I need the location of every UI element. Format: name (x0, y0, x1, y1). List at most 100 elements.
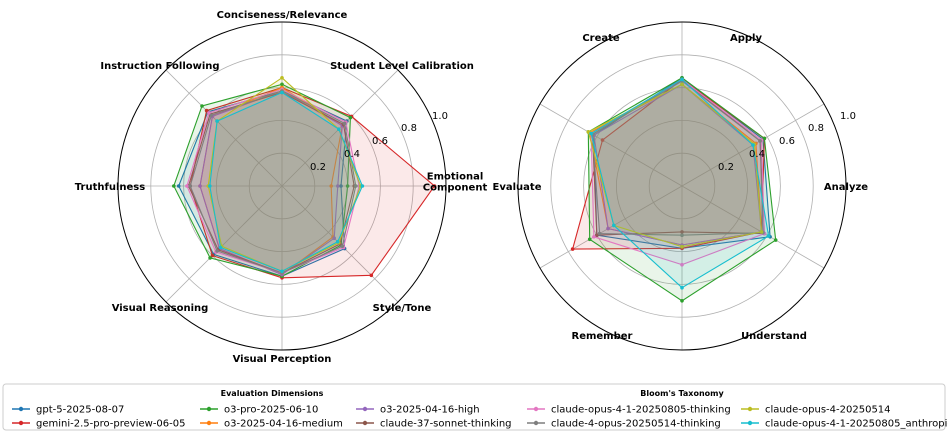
data-point-claude-4-opus-20250514-thinking-truthfulness (188, 184, 192, 188)
data-point-claude-opus-4-1-20250805-anthropic-instruction-following (215, 119, 219, 123)
radial-tick-label: 0.8 (808, 123, 824, 134)
data-point-claude-opus-4-1-20250805-thinking-evaluate (592, 235, 596, 239)
legend-label: o3-2025-04-16-high (380, 405, 480, 416)
legend-entry-claude-opus-4-1-20250805-thinking: claude-opus-4-1-20250805-thinking (527, 405, 731, 416)
data-point-o3-pro-2025-06-10-remember (680, 299, 684, 303)
data-point-claude-opus-4-1-20250805-anthropic-analyze (751, 143, 755, 147)
data-point-gpt-5-2025-08-07-truthfulness (176, 184, 181, 188)
axis-label-analyze: Analyze (824, 182, 868, 193)
series-claude-opus-4-1-20250805-anthropic (589, 77, 771, 290)
data-point-o3-pro-2025-06-10-evaluate (587, 237, 592, 242)
legend-marker-icon (533, 406, 539, 412)
legend-entry-o3-2025-04-16-medium: o3-2025-04-16-medium (200, 419, 343, 430)
legend-items: gpt-5-2025-08-07 gemini-2.5-pro-preview-0… (12, 405, 948, 430)
legend-title-blooms-taxonomy: Bloom's Taxonomy (640, 389, 724, 398)
axis-label-understand: Understand (741, 331, 807, 342)
legend-marker-icon (362, 420, 368, 426)
axis-label-apply: Apply (730, 33, 762, 44)
axis-label-conciseness-relevance: Conciseness/Relevance (217, 10, 348, 21)
data-point-claude-37-sonnet-thinking-evaluate (595, 233, 599, 237)
data-point-o3-2025-04-16-medium-emotional-component (329, 184, 334, 188)
data-point-o3-pro-2025-06-10-visual-reasoning (208, 256, 212, 260)
legend-marker-icon (362, 406, 368, 412)
legend-entry-o3-2025-04-16-high: o3-2025-04-16-high (356, 405, 480, 416)
radar-grid (539, 22, 825, 350)
data-point-gemini-2-5-pro-preview-06-05-instruction-following (204, 108, 209, 113)
spoke-create (539, 103, 683, 187)
data-point-claude-opus-4-20250514-apply (680, 82, 684, 87)
axis-label-truthfulness: Truthfulness (75, 182, 145, 193)
data-point-claude-opus-4-20250514-remember (680, 244, 684, 249)
data-point-claude-opus-4-1-20250805-anthropic-style-tone (335, 239, 340, 244)
data-point-claude-opus-4-1-20250805-anthropic-student-level-calibration (337, 127, 341, 131)
legend-marker-icon (747, 420, 753, 426)
data-point-claude-opus-4-1-20250805-anthropic-apply (680, 77, 684, 82)
radial-tick-label: 0.6 (779, 136, 795, 147)
legend-title-evaluation-dimensions: Evaluation Dimensions (221, 389, 324, 398)
spoke-evaluate (539, 185, 683, 269)
legend-marker-icon (18, 420, 24, 426)
radial-tick-label: 0.4 (749, 149, 765, 160)
radar-series (570, 76, 778, 303)
legend-marker-icon (18, 406, 24, 412)
series-claude-opus-4-1-20250805-anthropic (208, 90, 365, 274)
radial-tick-label: 0.4 (344, 149, 360, 160)
legend-marker-icon (533, 420, 539, 426)
data-point-claude-opus-4-20250514-conciseness-relevance (280, 76, 284, 80)
data-point-gemini-2-5-pro-preview-06-05-style-tone (369, 273, 374, 278)
legend-entry-gpt-5-2025-08-07: gpt-5-2025-08-07 (12, 405, 124, 416)
radial-tick-label: 0.8 (401, 123, 417, 134)
spoke-visual-reasoning (165, 185, 283, 303)
data-point-claude-4-opus-20250514-thinking-visual-reasoning (215, 249, 219, 253)
data-point-claude-4-opus-20250514-thinking-style-tone (340, 244, 345, 249)
radar-series (172, 76, 437, 280)
data-point-claude-37-sonnet-thinking-remember (680, 230, 684, 234)
data-point-claude-opus-4-20250514-create (586, 130, 591, 134)
data-point-o3-2025-04-16-high-emotional-component (336, 184, 340, 188)
data-point-o3-2025-04-16-high-style-tone (332, 236, 337, 240)
data-point-claude-4-opus-20250514-thinking-analyze (758, 139, 762, 143)
data-point-claude-opus-4-1-20250805-thinking-instruction-following (207, 111, 211, 115)
data-point-o3-pro-2025-06-10-understand (773, 238, 778, 242)
data-point-claude-opus-4-1-20250805-anthropic-understand (766, 234, 771, 238)
radial-tick-label: 0.2 (718, 162, 734, 173)
data-point-o3-2025-04-16-high-truthfulness (198, 184, 202, 188)
radar-outer-ring (517, 21, 847, 351)
data-point-gpt-5-2025-08-07-emotional-component (339, 184, 343, 188)
axis-label-style-tone: Style/Tone (373, 303, 432, 314)
legend-entry-gemini-2-5-pro-preview-06-05: gemini-2.5-pro-preview-06-05 (12, 419, 186, 430)
spoke-instruction-following (165, 69, 283, 187)
legend-marker-icon (747, 406, 753, 412)
data-point-claude-4-opus-20250514-thinking-emotional-component (354, 184, 358, 188)
data-point-claude-opus-4-1-20250805-thinking-truthfulness (185, 184, 189, 188)
axis-label-visual-perception: Visual Perception (233, 354, 332, 365)
legend-label: claude-opus-4-1-20250805-thinking (551, 405, 731, 416)
data-point-claude-opus-4-1-20250805-anthropic-evaluate (612, 223, 616, 228)
legend-marker-icon (206, 406, 212, 412)
legend-label: claude-opus-4-1-20250805_anthropic (765, 419, 948, 430)
legend-label: o3-2025-04-16-medium (224, 419, 343, 430)
data-point-gemini-2-5-pro-preview-06-05-emotional-component (432, 184, 437, 188)
legend-entry-claude-opus-4-1-20250805-anthropic: claude-opus-4-1-20250805_anthropic (741, 419, 948, 430)
data-point-o3-pro-2025-06-10-analyze (762, 136, 767, 141)
data-point-gemini-2-5-pro-preview-06-05-evaluate (570, 247, 575, 251)
data-point-claude-opus-4-1-20250805-anthropic-create (589, 131, 593, 136)
legend-frame (2, 383, 946, 431)
legend-label: o3-pro-2025-06-10 (224, 405, 318, 416)
radial-tick-label: 1.0 (840, 111, 856, 122)
axis-label-evaluate: Evaluate (493, 182, 542, 193)
data-point-o3-pro-2025-06-10-student-level-calibration (348, 115, 353, 120)
data-point-claude-opus-4-1-20250805-anthropic-emotional-component (360, 184, 365, 188)
data-point-claude-opus-4-1-20250805-anthropic-conciseness-relevance (280, 90, 284, 95)
legend-label: gemini-2.5-pro-preview-06-05 (36, 419, 186, 430)
radar-grid (118, 22, 446, 350)
legend-label: gpt-5-2025-08-07 (36, 405, 124, 416)
legend-entry-claude-37-sonnet-thinking: claude-37-sonnet-thinking (356, 419, 512, 430)
data-point-o3-pro-2025-06-10-conciseness-relevance (280, 82, 284, 87)
legend-label: claude-opus-4-20250514 (765, 405, 891, 416)
axis-label-create: Create (582, 33, 620, 44)
data-point-claude-opus-4-20250514-understand (759, 230, 764, 234)
radar-outer-ring (117, 21, 447, 351)
data-point-gemini-2-5-pro-preview-06-05-visual-reasoning (210, 253, 215, 258)
data-point-claude-opus-4-1-20250805-anthropic-truthfulness (208, 184, 212, 188)
